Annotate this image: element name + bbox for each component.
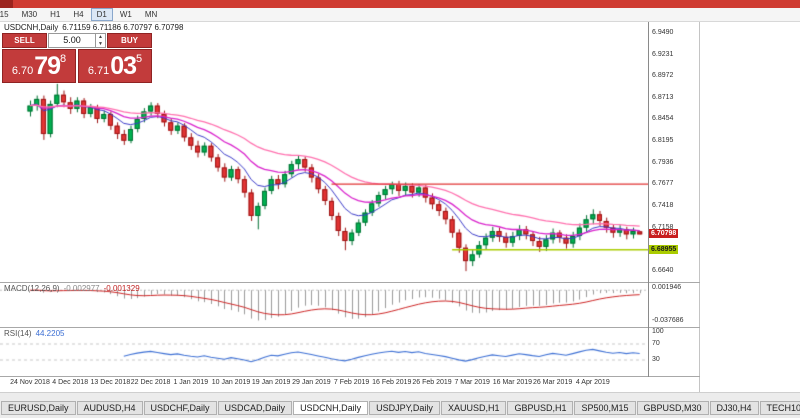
- time-axis-label: 1 Jan 2019: [173, 379, 209, 386]
- sell-price-sup: 8: [60, 53, 67, 65]
- time-axis-label: 4 Apr 2019: [575, 379, 610, 386]
- chart-ohlc-values: 6.71159 6.71186 6.70797 6.70798: [62, 23, 184, 32]
- chart-tab-eurusd-daily[interactable]: EURUSD,Daily: [1, 401, 76, 415]
- price-axis-label: 6.7418: [652, 202, 674, 210]
- volume-stepper: ▲ ▼: [95, 34, 105, 47]
- macd-name: MACD(12,26,9): [4, 284, 60, 293]
- price-axis-label: 6.8713: [652, 93, 674, 101]
- price-axis-label: 6.6640: [652, 267, 674, 275]
- chart-tab-tech100-h1[interactable]: TECH100,H1: [759, 401, 800, 415]
- timeframe-button-d1[interactable]: D1: [90, 8, 113, 21]
- rsi-axis-label: 30: [652, 356, 660, 363]
- rsi-axis-label: 100: [652, 328, 664, 335]
- time-axis-label: 29 Jan 2019: [292, 379, 331, 386]
- volume-value[interactable]: 5.00: [63, 35, 81, 45]
- price-axis-label: 6.9490: [652, 28, 674, 36]
- time-axis-label: 24 Nov 2018: [10, 379, 50, 386]
- volume-up-button[interactable]: ▲: [98, 34, 103, 40]
- time-axis-label: 7 Feb 2019: [333, 379, 370, 386]
- price-axis[interactable]: 6.9490 6.9231 6.8972 6.8713 6.8454 6.8195 6.79…: [649, 22, 700, 282]
- chart-quote-header: USDCNH,Daily 6.71159 6.71186 6.70797 6.70…: [4, 23, 183, 32]
- sell-price-big: 79: [34, 52, 61, 80]
- price-marker-badge: 6.70798: [649, 229, 679, 239]
- time-axis-label: 26 Feb 2019: [412, 379, 452, 386]
- timeframe-button-m30[interactable]: M30: [21, 10, 38, 19]
- chart-symbol-label: USDCNH,Daily: [4, 23, 59, 32]
- time-axis-label: 16 Feb 2019: [372, 379, 412, 386]
- time-axis-label: 13 Dec 2018: [90, 379, 131, 386]
- time-axis-label: 10 Jan 2019: [211, 379, 251, 386]
- main-price-panel: USDCNH,Daily 6.71159 6.71186 6.70797 6.70…: [0, 22, 700, 283]
- time-axis-label: 4 Dec 2018: [52, 379, 89, 386]
- buy-button[interactable]: BUY: [107, 33, 152, 48]
- macd-value-1: -0.002977: [63, 284, 100, 293]
- buy-price-big: 03: [110, 52, 137, 80]
- chart-window: USDCNH,Daily 6.71159 6.71186 6.70797 6.70…: [0, 22, 700, 392]
- volume-down-button[interactable]: ▼: [98, 40, 103, 47]
- chart-tab-gbpusd-m30[interactable]: GBPUSD,M30: [636, 401, 709, 415]
- time-axis-label: 16 Mar 2019: [492, 379, 533, 386]
- timeframe-toolbar: M15 M30 H1 H4 D1 W1 MN: [0, 8, 800, 22]
- sell-price-display[interactable]: 6.70 79 8: [2, 49, 76, 83]
- rsi-name: RSI(14): [4, 329, 32, 338]
- price-axis-label: 6.7158: [652, 223, 674, 231]
- macd-panel: MACD(12,26,9) -0.002977 -0.001329 0.001946…: [0, 283, 700, 328]
- time-axis-label: 7 Mar 2019: [454, 379, 490, 386]
- timeframe-button-h1[interactable]: H1: [50, 10, 61, 19]
- chart-tab-usdcad-daily[interactable]: USDCAD,Daily: [217, 401, 293, 415]
- macd-value-2: -0.001329: [103, 284, 140, 293]
- chart-tab-gbpusd-h1[interactable]: GBPUSD,H1: [507, 401, 574, 415]
- chart-tab-sp500-m15[interactable]: SP500,M15: [574, 401, 636, 415]
- sell-price-small: 6.70: [11, 65, 34, 77]
- window-corner: [0, 0, 13, 8]
- buy-price-sup: 5: [136, 53, 143, 65]
- chart-tab-usdjpy-daily[interactable]: USDJPY,Daily: [369, 401, 440, 415]
- price-axis-label: 6.7936: [652, 158, 674, 166]
- one-click-trade-panel: SELL 5.00 ▲ ▼ BUY 6.70 79 8: [2, 33, 152, 83]
- price-axis-label: 6.7677: [652, 180, 674, 188]
- timeframe-button-m15[interactable]: M15: [0, 10, 9, 19]
- window-title-strip: [0, 0, 800, 8]
- buy-price-display[interactable]: 6.71 03 5: [78, 49, 152, 83]
- axis-separator-line: [648, 22, 649, 377]
- chart-tab-usdcnh-daily[interactable]: USDCNH,Daily: [293, 401, 369, 415]
- time-axis-label: 26 Mar 2019: [532, 379, 573, 386]
- chart-tab-audusd-h4[interactable]: AUDUSD,H4: [76, 401, 143, 415]
- sell-button[interactable]: SELL: [2, 33, 47, 48]
- buy-price-small: 6.71: [87, 65, 110, 77]
- volume-input[interactable]: 5.00 ▲ ▼: [48, 33, 106, 48]
- price-axis-label: 6.8972: [652, 72, 674, 80]
- chart-tab-dj30-h4[interactable]: DJ30,H4: [709, 401, 759, 415]
- macd-canvas[interactable]: [0, 283, 648, 327]
- timeframe-button-h4[interactable]: H4: [73, 10, 84, 19]
- chart-tab-xauusd-h1[interactable]: XAUUSD,H1: [440, 401, 507, 415]
- rsi-value: 44.2205: [35, 329, 65, 338]
- time-axis-label: 22 Dec 2018: [130, 379, 171, 386]
- rsi-label: RSI(14) 44.2205: [4, 329, 64, 338]
- price-axis-label: 6.8454: [652, 115, 674, 123]
- macd-axis-bottom-label: -0.037686: [652, 317, 684, 324]
- time-axis[interactable]: 24 Nov 2018 4 Dec 2018 13 Dec 2018 22 Dec 2…: [0, 377, 700, 392]
- macd-label: MACD(12,26,9) -0.002977 -0.001329: [4, 284, 140, 293]
- macd-axis: 0.001946 -0.037686: [649, 283, 700, 327]
- rsi-panel: RSI(14) 44.2205 100 70 30: [0, 328, 700, 377]
- timeframe-button-w1[interactable]: W1: [119, 10, 132, 19]
- rsi-axis: 100 70 30: [649, 328, 700, 376]
- rsi-axis-label: 70: [652, 340, 660, 347]
- chart-tab-bar: EURUSD,Daily AUDUSD,H4 USDCHF,Daily USDCAD,…: [0, 392, 800, 418]
- price-axis-label: 6.8195: [652, 137, 674, 145]
- macd-axis-top-label: 0.001946: [652, 284, 682, 291]
- chart-tab-usdchf-daily[interactable]: USDCHF,Daily: [143, 401, 217, 415]
- timeframe-button-mn[interactable]: MN: [144, 10, 158, 19]
- rsi-canvas[interactable]: [0, 328, 648, 376]
- price-axis-label: 6.9231: [652, 50, 674, 58]
- time-axis-label: 19 Jan 2019: [251, 379, 291, 386]
- price-marker-badge: 6.68955: [649, 244, 679, 254]
